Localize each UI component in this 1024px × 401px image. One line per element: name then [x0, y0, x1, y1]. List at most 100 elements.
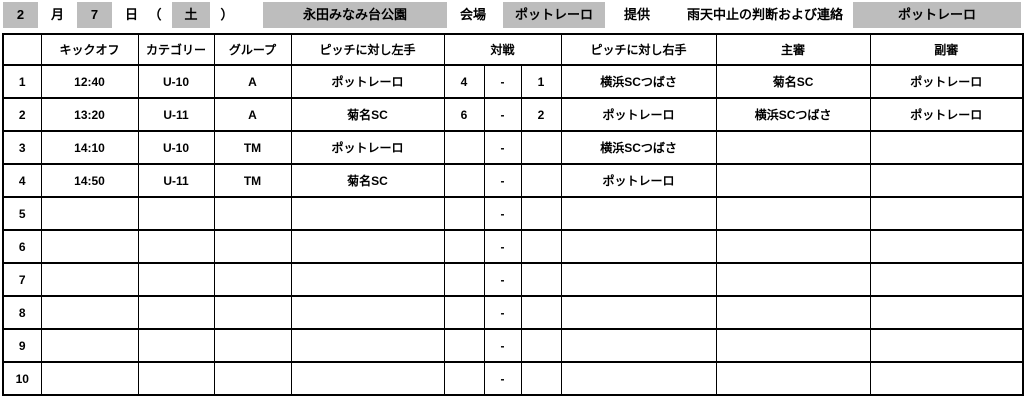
referee-cell: [715, 163, 871, 198]
referee-cell: [715, 262, 871, 297]
kickoff-cell: [40, 328, 139, 363]
group-cell: [213, 229, 292, 264]
score-dash-cell: -: [483, 97, 522, 132]
row-number-cell: 4: [2, 163, 42, 198]
col-header-left-team: ピッチに対し左手: [290, 33, 445, 66]
kickoff-cell: 13:20: [40, 97, 139, 132]
kickoff-cell: [40, 295, 139, 330]
month-value-cell: 2: [3, 2, 38, 28]
assistant-referee-cell: [869, 361, 1024, 396]
row-number-cell: 1: [2, 64, 42, 99]
score-left-cell: 4: [443, 64, 485, 99]
month-label: 月: [50, 7, 64, 22]
day-value-cell: 7: [77, 2, 112, 28]
right-team-cell: 横浜SCつばさ: [560, 130, 717, 165]
score-left-cell: [443, 295, 485, 330]
table-row: 2 13:20 U-11 A 菊名SC 6 - 2 ポットレーロ 横浜SCつばさ…: [2, 97, 1024, 132]
score-dash-cell: -: [483, 229, 522, 264]
category-cell: U-10: [137, 130, 215, 165]
col-header-category: カテゴリー: [137, 33, 215, 66]
group-cell: TM: [213, 163, 292, 198]
left-team-cell: 菊名SC: [290, 163, 445, 198]
row-number-cell: 5: [2, 196, 42, 231]
col-header-right-team: ピッチに対し右手: [560, 33, 717, 66]
rain-cancel-contact-cell: ポットレーロ: [853, 2, 1021, 28]
score-right-cell: [520, 130, 562, 165]
kickoff-cell: [40, 196, 139, 231]
score-right-cell: [520, 196, 562, 231]
score-left-cell: [443, 130, 485, 165]
category-cell: U-10: [137, 64, 215, 99]
group-cell: A: [213, 97, 292, 132]
referee-cell: [715, 295, 871, 330]
match-schedule-table: キックオフ カテゴリー グループ ピッチに対し左手 対戦 ピッチに対し右手 主審…: [2, 33, 1024, 396]
score-right-cell: [520, 328, 562, 363]
category-cell: U-11: [137, 163, 215, 198]
group-cell: TM: [213, 130, 292, 165]
row-number-cell: 8: [2, 295, 42, 330]
paren-close: ）: [220, 7, 234, 22]
score-left-cell: [443, 262, 485, 297]
row-number-cell: 6: [2, 229, 42, 264]
table-row: 7 -: [2, 262, 1024, 297]
assistant-referee-cell: [869, 163, 1024, 198]
col-header-referee: 主審: [715, 33, 871, 66]
score-right-cell: 2: [520, 97, 562, 132]
venue-label: 会場: [459, 7, 486, 22]
kickoff-cell: [40, 361, 139, 396]
referee-cell: [715, 229, 871, 264]
referee-cell: [715, 196, 871, 231]
col-header-number: [2, 33, 42, 66]
score-right-cell: [520, 163, 562, 198]
row-number-cell: 9: [2, 328, 42, 363]
score-right-cell: 1: [520, 64, 562, 99]
score-dash-cell: -: [483, 130, 522, 165]
kickoff-cell: 14:10: [40, 130, 139, 165]
table-body: 1 12:40 U-10 A ポットレーロ 4 - 1 横浜SCつばさ 菊名SC…: [2, 64, 1024, 396]
score-dash-cell: -: [483, 163, 522, 198]
right-team-cell: ポットレーロ: [560, 163, 717, 198]
score-dash-cell: -: [483, 328, 522, 363]
referee-cell: 菊名SC: [715, 64, 871, 99]
kickoff-cell: [40, 262, 139, 297]
group-cell: [213, 328, 292, 363]
category-cell: [137, 328, 215, 363]
left-team-cell: [290, 262, 445, 297]
score-right-cell: [520, 229, 562, 264]
group-cell: [213, 196, 292, 231]
assistant-referee-cell: ポットレーロ: [869, 64, 1024, 99]
left-team-cell: [290, 196, 445, 231]
score-dash-cell: -: [483, 262, 522, 297]
group-cell: A: [213, 64, 292, 99]
assistant-referee-cell: [869, 229, 1024, 264]
right-team-cell: [560, 229, 717, 264]
assistant-referee-cell: [869, 328, 1024, 363]
provider-name-cell: ポットレーロ: [503, 2, 605, 28]
score-dash-cell: -: [483, 64, 522, 99]
assistant-referee-cell: [869, 196, 1024, 231]
table-row: 4 14:50 U-11 TM 菊名SC - ポットレーロ: [2, 163, 1024, 198]
referee-cell: [715, 361, 871, 396]
score-dash-cell: -: [483, 196, 522, 231]
table-row: 3 14:10 U-10 TM ポットレーロ - 横浜SCつばさ: [2, 130, 1024, 165]
left-team-cell: 菊名SC: [290, 97, 445, 132]
assistant-referee-cell: [869, 130, 1024, 165]
left-team-cell: ポットレーロ: [290, 130, 445, 165]
kickoff-cell: [40, 229, 139, 264]
category-cell: U-11: [137, 97, 215, 132]
right-team-cell: [560, 361, 717, 396]
left-team-cell: ポットレーロ: [290, 64, 445, 99]
group-cell: [213, 295, 292, 330]
row-number-cell: 7: [2, 262, 42, 297]
right-team-cell: [560, 196, 717, 231]
provider-label: 提供: [623, 7, 650, 22]
score-right-cell: [520, 295, 562, 330]
weekday-cell: 土: [172, 2, 210, 28]
score-left-cell: [443, 361, 485, 396]
day-label: 日: [124, 7, 138, 22]
row-number-cell: 2: [2, 97, 42, 132]
group-cell: [213, 262, 292, 297]
venue-name-cell: 永田みなみ台公園: [263, 2, 447, 28]
date-venue-header: 2 月 7 日 （ 土 ） 永田みなみ台公園 会場 ポットレーロ 提供 雨天中止…: [0, 0, 1024, 31]
score-left-cell: 6: [443, 97, 485, 132]
